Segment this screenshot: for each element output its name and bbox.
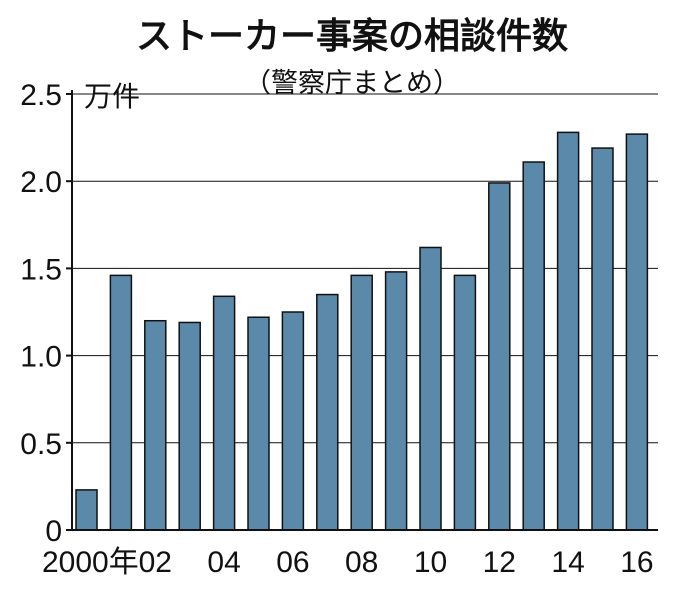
y-tick-label: 1.0 [20, 341, 62, 374]
x-tick-label: 02 [139, 546, 172, 579]
bar-2000 [75, 489, 98, 531]
y-tick-label: 2.0 [20, 166, 62, 199]
x-axis-ticks: 2000年 02 04 06 08 10 12 14 16 [42, 546, 654, 579]
x-tick-label: 16 [620, 546, 653, 579]
chart-title: ストーカー事案の相談件数 [136, 16, 568, 57]
bar-13 [522, 161, 545, 531]
bar-03 [178, 321, 201, 531]
y-axis-unit-label: 万件 [84, 80, 140, 113]
bar-12 [488, 182, 511, 531]
y-tick-label: 0.5 [20, 428, 62, 461]
bar-09 [384, 271, 408, 531]
y-axis-ticks: 0 0.5 1.0 1.5 2.0 2.5 [20, 79, 72, 548]
y-tick-label: 1.5 [20, 253, 62, 286]
bar-15 [591, 147, 614, 531]
x-tick-label: 04 [207, 546, 240, 579]
x-tick-label: 06 [276, 546, 309, 579]
x-tick-label: 12 [483, 546, 516, 579]
bar-06 [281, 311, 305, 531]
bars [75, 131, 649, 531]
bar-08 [350, 274, 373, 531]
bar-02 [144, 319, 167, 531]
bar-05 [247, 316, 270, 531]
y-tick-label: 2.5 [20, 79, 62, 112]
bar-01 [109, 274, 133, 531]
y-tick-label: 0 [45, 515, 62, 548]
bar-16 [625, 133, 649, 531]
x-tick-label: 10 [414, 546, 447, 579]
bar-14 [556, 131, 580, 531]
axes [71, 90, 658, 531]
bar-11 [453, 274, 477, 531]
x-tick-label: 2000年 [42, 546, 139, 579]
bar-10 [419, 246, 442, 531]
x-tick-label: 08 [345, 546, 378, 579]
bar-07 [316, 293, 339, 531]
bar-04 [212, 295, 236, 531]
x-tick-label: 14 [551, 546, 584, 579]
